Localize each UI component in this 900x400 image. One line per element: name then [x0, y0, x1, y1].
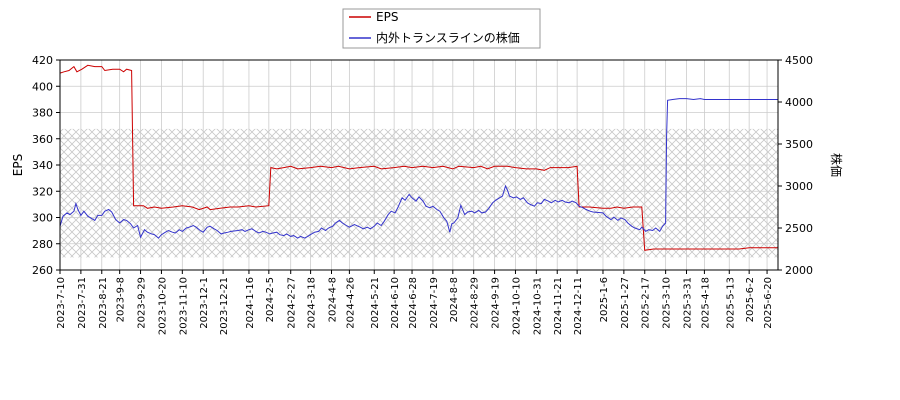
x-tick-label: 2023-10-20 [157, 277, 168, 335]
x-tick-label: 2023-7-31 [77, 277, 88, 329]
series-lines [59, 64, 778, 251]
x-tick-label: 2024-3-18 [307, 277, 318, 329]
x-tick-label: 2025-4-18 [700, 277, 711, 329]
y2-tick-label: 2000 [785, 264, 813, 277]
y-tick-label: 380 [32, 107, 53, 120]
x-axis-ticks: 2023-7-10 2023-7-31 2023-8-21 2023-9-8 2023-… [56, 270, 774, 335]
legend-eps-label: EPS [376, 10, 398, 24]
x-tick-label: 2024-2-27 [287, 277, 298, 329]
x-tick-label: 2024-9-19 [491, 277, 502, 329]
legend-box [342, 8, 541, 49]
y-tick-label: 340 [32, 159, 53, 172]
x-tick-label: 2023-8-21 [98, 277, 109, 329]
stock-price-line [59, 98, 778, 239]
x-tick-label: 2024-10-10 [512, 277, 523, 335]
y-tick-label: 320 [32, 185, 53, 198]
y2-tick-label: 3500 [785, 138, 813, 151]
x-tick-label: 2024-2-5 [265, 277, 276, 322]
y-tick-label: 300 [32, 212, 53, 225]
x-tick-label: 2024-6-28 [408, 277, 419, 329]
x-tick-label: 2025-3-10 [662, 277, 673, 329]
x-tick-label: 2025-2-17 [641, 277, 652, 329]
x-tick-label: 2023-9-29 [137, 277, 148, 329]
x-tick-label: 2025-6-2 [745, 277, 756, 322]
eps-line [59, 64, 778, 251]
x-tick-label: 2024-8-8 [449, 277, 460, 322]
hatched-band [60, 128, 778, 258]
x-tick-label: 2023-7-10 [56, 277, 67, 329]
x-tick-label: 2024-8-29 [470, 277, 481, 329]
x-tick-label: 2023-12-21 [219, 277, 230, 335]
x-tick-label: 2023-9-8 [116, 277, 127, 322]
x-tick-label: 2023-11-10 [178, 277, 189, 335]
x-tick-label: 2025-1-6 [599, 277, 610, 322]
x-tick-label: 2025-6-20 [763, 277, 774, 329]
y-tick-label: 420 [32, 54, 53, 67]
y-tick-label: 400 [32, 80, 53, 93]
x-tick-label: 2024-4-26 [345, 277, 356, 329]
right-axis-label: 株価 [829, 153, 844, 177]
y-tick-label: 260 [32, 264, 53, 277]
legend: EPS 内外トランスラインの株価 [342, 8, 541, 49]
right-axis-ticks: 2000 2500 3000 3500 4000 4500 [778, 54, 813, 277]
y-tick-label: 360 [32, 133, 53, 146]
left-axis-ticks: 260 280 300 320 340 360 380 400 420 [32, 54, 60, 277]
x-tick-label: 2024-12-11 [573, 277, 584, 335]
y2-tick-label: 2500 [785, 222, 813, 235]
x-tick-label: 2024-10-31 [532, 277, 543, 335]
y-tick-label: 280 [32, 238, 53, 251]
x-tick-label: 2025-3-31 [683, 277, 694, 329]
x-tick-label: 2025-1-27 [620, 277, 631, 329]
x-tick-label: 2025-5-13 [725, 277, 736, 329]
y2-tick-label: 4000 [785, 96, 813, 109]
x-tick-label: 2024-4-8 [328, 277, 339, 322]
y2-tick-label: 3000 [785, 180, 813, 193]
left-axis-label: EPS [11, 154, 25, 176]
y2-tick-label: 4500 [785, 54, 813, 67]
legend-stock-label: 内外トランスラインの株価 [376, 30, 520, 45]
x-tick-label: 2024-7-19 [429, 277, 440, 329]
x-tick-label: 2024-6-10 [390, 277, 401, 329]
x-tick-label: 2024-5-21 [370, 277, 381, 329]
x-tick-label: 2024-1-16 [245, 277, 256, 329]
x-tick-label: 2024-11-21 [553, 277, 564, 335]
x-tick-label: 2023-12-1 [199, 277, 210, 329]
hatch-band-rect [60, 128, 778, 258]
